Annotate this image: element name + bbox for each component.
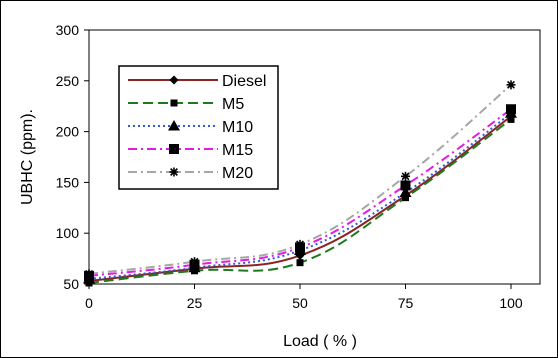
legend-marker-m20	[169, 167, 179, 177]
x-tick-label: 0	[85, 295, 93, 311]
y-tick-label: 100	[56, 225, 80, 241]
y-tick-label: 200	[56, 124, 80, 140]
legend-label-m5: M5	[222, 96, 244, 113]
axis-ticks: 0 25 50 75 100 50 100 150 200 250 300	[56, 22, 523, 311]
x-tick-label: 75	[398, 295, 414, 311]
legend-label-m15: M15	[222, 142, 253, 159]
data-point-m15	[506, 104, 516, 115]
legend-marker-diesel	[169, 75, 179, 85]
x-tick-label: 50	[292, 295, 308, 311]
data-point-m15	[400, 180, 411, 191]
legend-label-m10: M10	[222, 119, 253, 136]
y-tick-label: 50	[63, 276, 79, 292]
legend-marker-m5	[170, 99, 178, 107]
legend-marker-m15	[169, 144, 179, 154]
y-axis-title: UBHC (ppm).	[19, 109, 36, 205]
legend: Diesel M5 M10 M15 M20	[118, 65, 279, 190]
legend-marker-m10	[168, 120, 180, 131]
data-point-m5	[296, 259, 304, 267]
data-point-m5	[402, 194, 409, 202]
y-tick-label: 300	[56, 22, 80, 38]
data-point-m20	[401, 171, 410, 181]
data-point-m20	[506, 80, 516, 90]
data-point-m10	[399, 186, 412, 198]
data-point-m5	[507, 115, 515, 123]
plot-area-frame	[88, 29, 541, 285]
x-axis-title: Load ( % )	[283, 333, 357, 350]
legend-box	[118, 65, 279, 190]
series-layer	[83, 80, 517, 287]
x-tick-label: 25	[187, 295, 203, 311]
x-tick-label: 100	[499, 295, 523, 311]
series-line-m10	[88, 112, 512, 280]
legend-label-m20: M20	[222, 165, 253, 182]
data-point-m20	[84, 269, 94, 279]
y-tick-label: 250	[56, 73, 80, 89]
legend-label-diesel: Diesel	[222, 73, 266, 90]
data-point-m20	[190, 257, 199, 267]
y-tick-label: 150	[56, 174, 80, 190]
data-point-m20	[295, 239, 305, 249]
